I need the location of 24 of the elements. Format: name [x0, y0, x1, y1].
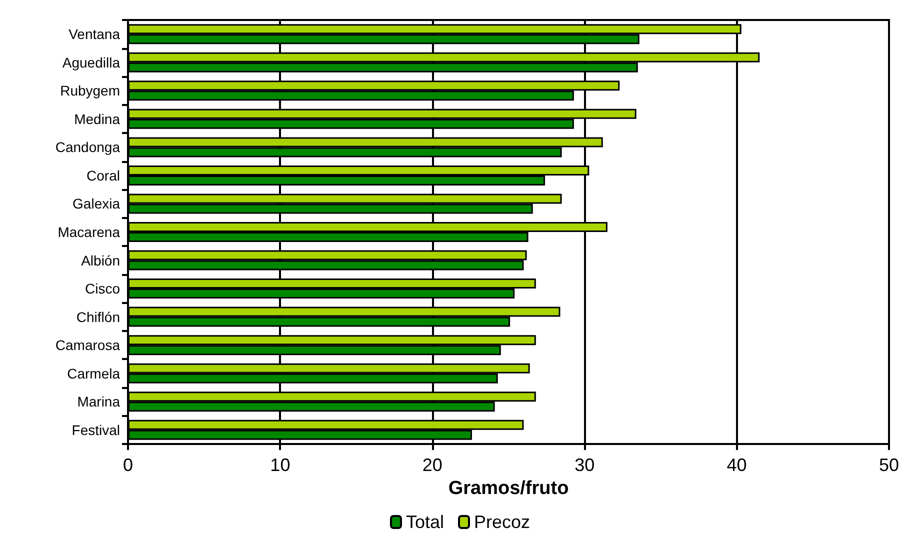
- x-tick-label: 30: [574, 455, 595, 475]
- y-tick-label: Aguedilla: [62, 54, 120, 70]
- y-tick-label: Carmela: [67, 365, 120, 382]
- x-tick-label: 10: [270, 455, 290, 475]
- y-tick-label: Galexia: [72, 196, 120, 212]
- x-tick-label: 20: [422, 455, 442, 475]
- legend-label: Total: [406, 512, 444, 532]
- y-tick-label: Medina: [74, 110, 120, 127]
- y-tick-label: Macarena: [58, 224, 120, 240]
- y-tick-label: Candonga: [55, 139, 120, 156]
- y-tick-label: Camarosa: [55, 337, 120, 354]
- y-tick-label: Coral: [86, 167, 120, 184]
- legend-label: Precoz: [474, 512, 530, 532]
- x-tick-label: 50: [878, 455, 900, 475]
- x-tick-label: 40: [726, 455, 747, 475]
- y-tick-label: Rubygem: [60, 82, 120, 99]
- y-tick-label: Ventana: [68, 26, 120, 42]
- y-tick-label: Cisco: [84, 280, 120, 297]
- y-tick-label: Festival: [72, 422, 120, 438]
- y-tick-label: Chiflón: [76, 308, 120, 325]
- x-tick-label: 0: [122, 455, 134, 475]
- y-tick-label: Marina: [77, 394, 120, 410]
- y-tick-label: Albión: [81, 252, 120, 268]
- x-axis-title: Gramos/fruto: [448, 478, 569, 499]
